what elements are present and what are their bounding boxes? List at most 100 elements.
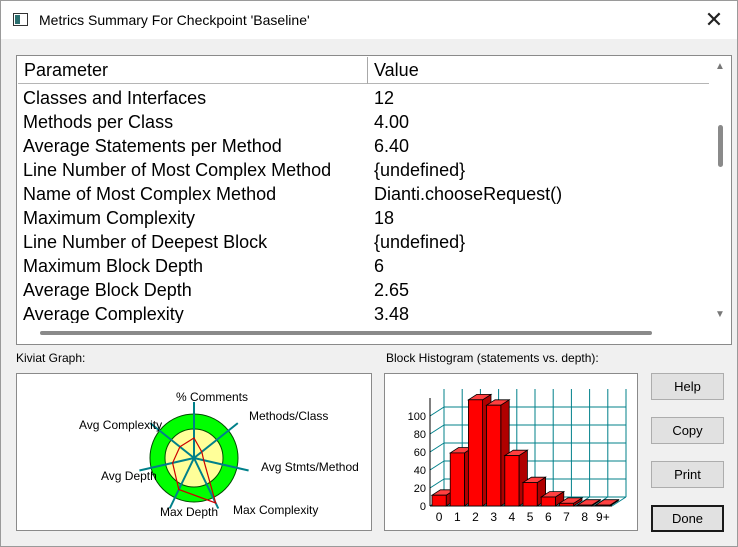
y-tick-label: 60 xyxy=(414,447,426,459)
histogram-bar xyxy=(595,504,611,507)
grid-line xyxy=(429,478,445,489)
value-cell: {undefined} xyxy=(374,160,466,180)
vertical-scrollbar[interactable]: ▲ ▼ xyxy=(710,57,730,323)
kiviat-graph-label: Kiviat Graph: xyxy=(16,351,86,365)
y-tick-label: 100 xyxy=(408,411,426,423)
table-row[interactable]: Methods per Class 4.00 xyxy=(18,110,709,134)
value-cell: {undefined} xyxy=(374,232,466,252)
kiviat-axis-label: Avg Complexity xyxy=(79,418,162,432)
value-cell: 12 xyxy=(374,88,395,108)
x-tick-label: 2 xyxy=(472,510,479,524)
x-tick-label: 4 xyxy=(509,510,516,524)
window-title: Metrics Summary For Checkpoint 'Baseline… xyxy=(39,12,310,28)
kiviat-spoke xyxy=(149,422,195,459)
value-cell: 2.65 xyxy=(374,280,410,300)
copy-button[interactable]: Copy xyxy=(651,417,724,444)
horizontal-scrollbar[interactable] xyxy=(18,323,710,343)
value-cell: 6 xyxy=(374,256,385,276)
metrics-rows: Classes and Interfaces 12 Methods per Clas… xyxy=(18,86,709,326)
grid-line xyxy=(429,442,445,453)
help-button[interactable]: Help xyxy=(651,373,724,400)
histogram-bar xyxy=(468,399,483,507)
histogram-bar xyxy=(522,482,538,507)
app-icon xyxy=(13,13,28,26)
table-row[interactable]: Classes and Interfaces 12 xyxy=(18,86,709,110)
scroll-down-icon[interactable]: ▼ xyxy=(715,309,725,320)
parameter-cell: Maximum Complexity xyxy=(23,208,196,228)
title-bar: Metrics Summary For Checkpoint 'Baseline… xyxy=(1,1,737,39)
block-histogram-label: Block Histogram (statements vs. depth): xyxy=(386,351,599,365)
x-tick-label: 6 xyxy=(545,510,552,524)
y-tick-label: 40 xyxy=(414,465,426,477)
scroll-up-icon[interactable]: ▲ xyxy=(715,61,725,72)
x-tick-label: 0 xyxy=(436,510,443,524)
kiviat-axis-label: Avg Depth xyxy=(101,469,157,483)
histogram-bar xyxy=(504,455,520,507)
list-header: Parameter Value xyxy=(18,57,709,84)
parameter-cell: Line Number of Most Complex Method xyxy=(23,160,332,180)
kiviat-axis-label: Avg Stmts/Method xyxy=(261,460,359,474)
done-button[interactable]: Done xyxy=(651,505,724,532)
table-row[interactable]: Maximum Complexity 18 xyxy=(18,206,709,230)
kiviat-axis-label: Max Complexity xyxy=(233,503,318,517)
vertical-scroll-thumb[interactable] xyxy=(718,125,723,167)
table-row[interactable]: Average Block Depth 2.65 xyxy=(18,278,709,302)
y-tick-label: 20 xyxy=(414,483,426,495)
kiviat-axis-label: Methods/Class xyxy=(249,409,328,423)
grid-line xyxy=(429,424,445,435)
kiviat-spoke xyxy=(168,457,195,509)
value-cell: 3.48 xyxy=(374,304,410,324)
histogram-bar xyxy=(486,404,502,507)
parameter-cell: Average Complexity xyxy=(23,304,184,324)
value-cell: 6.40 xyxy=(374,136,410,156)
value-cell: 18 xyxy=(374,208,395,228)
kiviat-spokes xyxy=(139,402,249,509)
table-row[interactable]: Line Number of Most Complex Method {undef… xyxy=(18,158,709,182)
histogram-bar xyxy=(540,496,556,507)
x-tick-label: 3 xyxy=(490,510,497,524)
grid-line xyxy=(611,496,627,507)
close-icon[interactable]: ✕ xyxy=(704,7,724,32)
histogram-bar xyxy=(559,502,574,507)
table-row[interactable]: Maximum Block Depth 6 xyxy=(18,254,709,278)
x-tick-label: 1 xyxy=(454,510,461,524)
block-histogram: 0 20 40 60 80 100 0 1 2 3 4 5 6 7 8 9+ xyxy=(384,373,638,531)
parameter-cell: Name of Most Complex Method xyxy=(23,184,277,204)
histogram-bar xyxy=(449,452,465,507)
grid-line xyxy=(429,460,445,471)
table-row[interactable]: Name of Most Complex Method Dianti.choose… xyxy=(18,182,709,206)
parameter-cell: Line Number of Deepest Block xyxy=(23,232,268,252)
kiviat-profile xyxy=(171,437,217,504)
horizontal-scroll-thumb[interactable] xyxy=(40,331,652,335)
kiviat-axis-label: Max Depth xyxy=(160,505,218,519)
histogram-bar xyxy=(577,504,593,507)
x-tick-label: 7 xyxy=(563,510,570,524)
parameter-cell: Methods per Class xyxy=(23,112,174,132)
value-cell: Dianti.chooseRequest() xyxy=(374,184,563,204)
x-tick-label: 9+ xyxy=(596,510,610,524)
column-header-parameter[interactable]: Parameter xyxy=(18,57,368,84)
grid-line xyxy=(429,406,445,417)
y-tick-label: 0 xyxy=(420,501,426,513)
metrics-list[interactable]: Parameter Value Classes and Interfaces 12… xyxy=(16,55,732,345)
y-tick-label: 80 xyxy=(414,429,426,441)
x-tick-label: 5 xyxy=(527,510,534,524)
kiviat-axis-label: % Comments xyxy=(176,390,248,404)
print-button[interactable]: Print xyxy=(651,461,724,488)
kiviat-graph: % Comments Methods/Class Avg Stmts/Method M… xyxy=(16,373,372,531)
column-header-value[interactable]: Value xyxy=(374,60,419,80)
parameter-cell: Maximum Block Depth xyxy=(23,256,204,276)
x-tick-label: 8 xyxy=(581,510,588,524)
table-row[interactable]: Line Number of Deepest Block {undefined} xyxy=(18,230,709,254)
table-row[interactable]: Average Statements per Method 6.40 xyxy=(18,134,709,158)
parameter-cell: Classes and Interfaces xyxy=(23,88,207,108)
table-row[interactable]: Average Complexity 3.48 xyxy=(18,302,709,326)
value-cell: 4.00 xyxy=(374,112,410,132)
histogram-bar xyxy=(431,494,447,507)
kiviat-spoke xyxy=(193,457,220,509)
kiviat-spoke xyxy=(139,457,195,472)
